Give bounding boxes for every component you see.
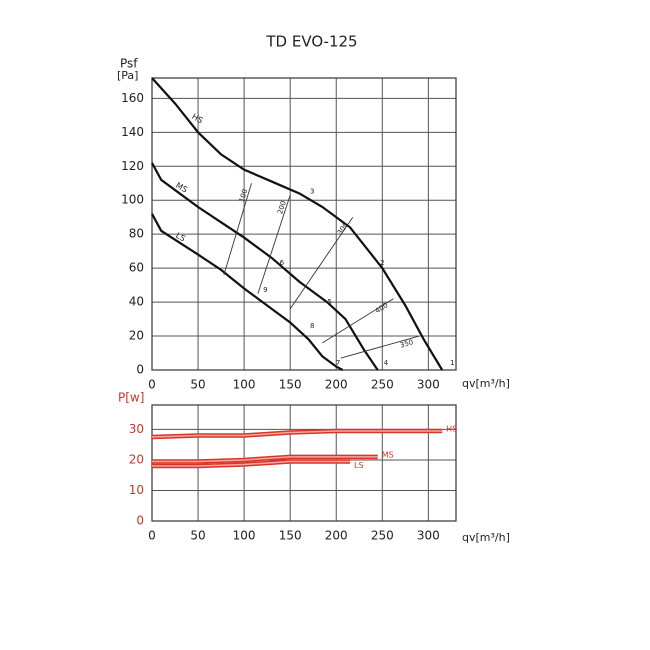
y-axis-label: P[w]	[118, 391, 144, 405]
operating-point-label: 4	[384, 359, 389, 367]
x-tick-label: 150	[279, 378, 302, 392]
x-tick-label: 200	[325, 529, 348, 543]
y-tick-label: 0	[136, 514, 144, 528]
series-line	[151, 77, 444, 371]
chart-title: TD EVO-125	[265, 33, 357, 51]
operating-point-label: 9	[263, 286, 267, 294]
system-line	[257, 194, 291, 294]
x-tick-label: 150	[279, 529, 302, 543]
y-tick-label: 40	[129, 295, 144, 309]
x-tick-label: 300	[417, 378, 440, 392]
series-label: HS	[446, 424, 457, 433]
system-line	[289, 216, 354, 310]
y-axis-unit: [Pa]	[117, 69, 138, 82]
x-tick-label: 100	[233, 378, 256, 392]
x-tick-label: 50	[190, 529, 205, 543]
operating-point-label: 6	[280, 259, 285, 267]
series-line	[152, 456, 378, 463]
plot-frame	[151, 77, 457, 371]
x-tick-label: 250	[371, 378, 394, 392]
y-tick-label: 0	[136, 363, 144, 377]
operating-point-label: 5	[328, 298, 332, 306]
x-tick-label: 300	[417, 529, 440, 543]
system-line-label: 350	[399, 338, 414, 349]
system-line	[340, 335, 420, 359]
series-label: LS	[354, 461, 364, 470]
series-line	[152, 460, 351, 467]
y-tick-label: 30	[129, 422, 144, 436]
x-axis-label: qv[m³/h]	[462, 377, 510, 390]
x-tick-label: 0	[148, 529, 156, 543]
series-label: MS	[382, 450, 394, 459]
y-tick-label: 60	[129, 261, 144, 275]
operating-point-label: 7	[336, 359, 340, 367]
y-tick-label: 100	[121, 193, 144, 207]
system-line	[223, 183, 252, 276]
operating-point-label: 2	[380, 259, 384, 267]
operating-point-label: 3	[310, 188, 314, 196]
y-tick-label: 160	[121, 91, 144, 105]
x-tick-label: 0	[148, 378, 156, 392]
y-tick-label: 140	[121, 125, 144, 139]
x-axis-label: qv[m³/h]	[462, 531, 510, 544]
series-line	[151, 430, 443, 438]
y-tick-label: 120	[121, 159, 144, 173]
y-tick-label: 20	[129, 452, 144, 466]
system-line-label: 200	[276, 200, 288, 215]
series-line	[151, 162, 379, 371]
series-label: LS	[174, 231, 187, 244]
system-line-label: 400	[374, 301, 390, 315]
x-tick-label: 100	[233, 529, 256, 543]
system-line	[322, 298, 394, 344]
y-tick-label: 20	[129, 329, 144, 343]
series-label: HS	[190, 112, 204, 125]
operating-point-label: 8	[310, 322, 314, 330]
operating-point-label: 1	[450, 359, 454, 367]
y-axis-label: Psf	[120, 57, 138, 71]
x-tick-label: 250	[371, 529, 394, 543]
system-line-label: 100	[238, 188, 250, 203]
x-tick-label: 200	[325, 378, 348, 392]
y-tick-label: 10	[129, 483, 144, 497]
x-tick-label: 50	[190, 378, 205, 392]
series-line	[151, 213, 344, 371]
series-label: MS	[174, 181, 189, 195]
y-tick-label: 80	[129, 227, 144, 241]
